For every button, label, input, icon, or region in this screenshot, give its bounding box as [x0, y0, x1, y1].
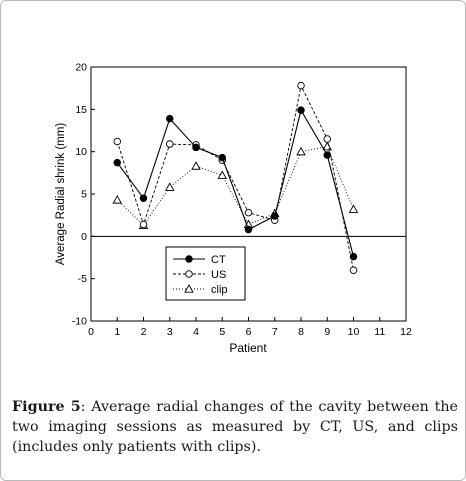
- data-point-us: [297, 81, 305, 90]
- x-tick-label: 6: [246, 326, 252, 338]
- x-tick-label: 7: [272, 326, 278, 338]
- data-point-ct: [165, 114, 174, 123]
- series-line-ct: [116, 108, 355, 257]
- data-point-us: [113, 137, 121, 146]
- legend-label-us: US: [211, 269, 226, 281]
- data-point-clip: [112, 195, 123, 204]
- data-point-ct: [297, 106, 305, 114]
- y-tick-label: 15: [75, 104, 87, 116]
- y-tick-label: 20: [75, 62, 87, 74]
- legend-label-ct: CT: [211, 254, 226, 266]
- x-tick-label: 11: [374, 326, 385, 338]
- x-tick-label: 5: [219, 326, 225, 338]
- data-point-ct: [139, 194, 148, 202]
- x-tick-label: 8: [298, 326, 304, 338]
- data-point-clip: [322, 141, 333, 151]
- x-tick-label: 12: [400, 326, 412, 338]
- x-tick-label: 2: [141, 326, 147, 338]
- figure-label: Figure 5: [12, 399, 81, 415]
- y-tick-label: 10: [75, 146, 87, 158]
- y-tick-label: -10: [72, 316, 87, 328]
- data-point-ct: [271, 212, 279, 220]
- x-tick-label: 10: [348, 326, 360, 338]
- data-point-us: [165, 140, 174, 148]
- data-point-ct: [218, 153, 226, 162]
- data-point-clip: [296, 146, 306, 156]
- series-line-clip: [116, 146, 354, 227]
- data-point-clip: [348, 204, 359, 213]
- caption-text: : Average radial changes of the cavity b…: [12, 399, 458, 455]
- data-point-clip: [184, 284, 194, 293]
- data-point-us: [185, 270, 193, 278]
- legend-label-clip: clip: [211, 284, 228, 296]
- y-tick-label: 0: [81, 231, 87, 243]
- data-point-ct: [113, 158, 121, 167]
- y-tick-label: 5: [81, 189, 87, 201]
- x-tick-label: 0: [88, 326, 94, 338]
- y-tick-label: -5: [78, 273, 87, 285]
- legend-box: [165, 246, 246, 301]
- data-point-ct: [192, 143, 200, 152]
- x-axis-label: Patient: [229, 341, 267, 355]
- x-tick-label: 1: [114, 326, 120, 338]
- series-line-us: [116, 84, 354, 271]
- data-point-ct: [244, 225, 253, 234]
- x-tick-label: 4: [193, 326, 199, 338]
- data-point-us: [349, 266, 358, 274]
- data-point-clip: [164, 182, 175, 191]
- data-point-ct: [349, 252, 358, 261]
- data-point-ct: [185, 255, 193, 263]
- data-point-clip: [217, 170, 228, 180]
- legend: CT US clip: [165, 246, 246, 301]
- data-point-us: [244, 208, 253, 217]
- x-tick-label: 3: [167, 326, 173, 338]
- y-axis-label: Average Radial shrink (mm): [55, 123, 67, 265]
- data-point-ct: [323, 151, 332, 159]
- figure-caption: Figure 5: Average radial changes of the …: [12, 397, 458, 457]
- data-point-us: [323, 135, 332, 143]
- series-layer: [112, 81, 359, 274]
- plot-area: [90, 66, 407, 322]
- x-tick-label: 9: [324, 326, 330, 338]
- data-point-us: [139, 220, 148, 229]
- data-point-clip: [191, 161, 201, 170]
